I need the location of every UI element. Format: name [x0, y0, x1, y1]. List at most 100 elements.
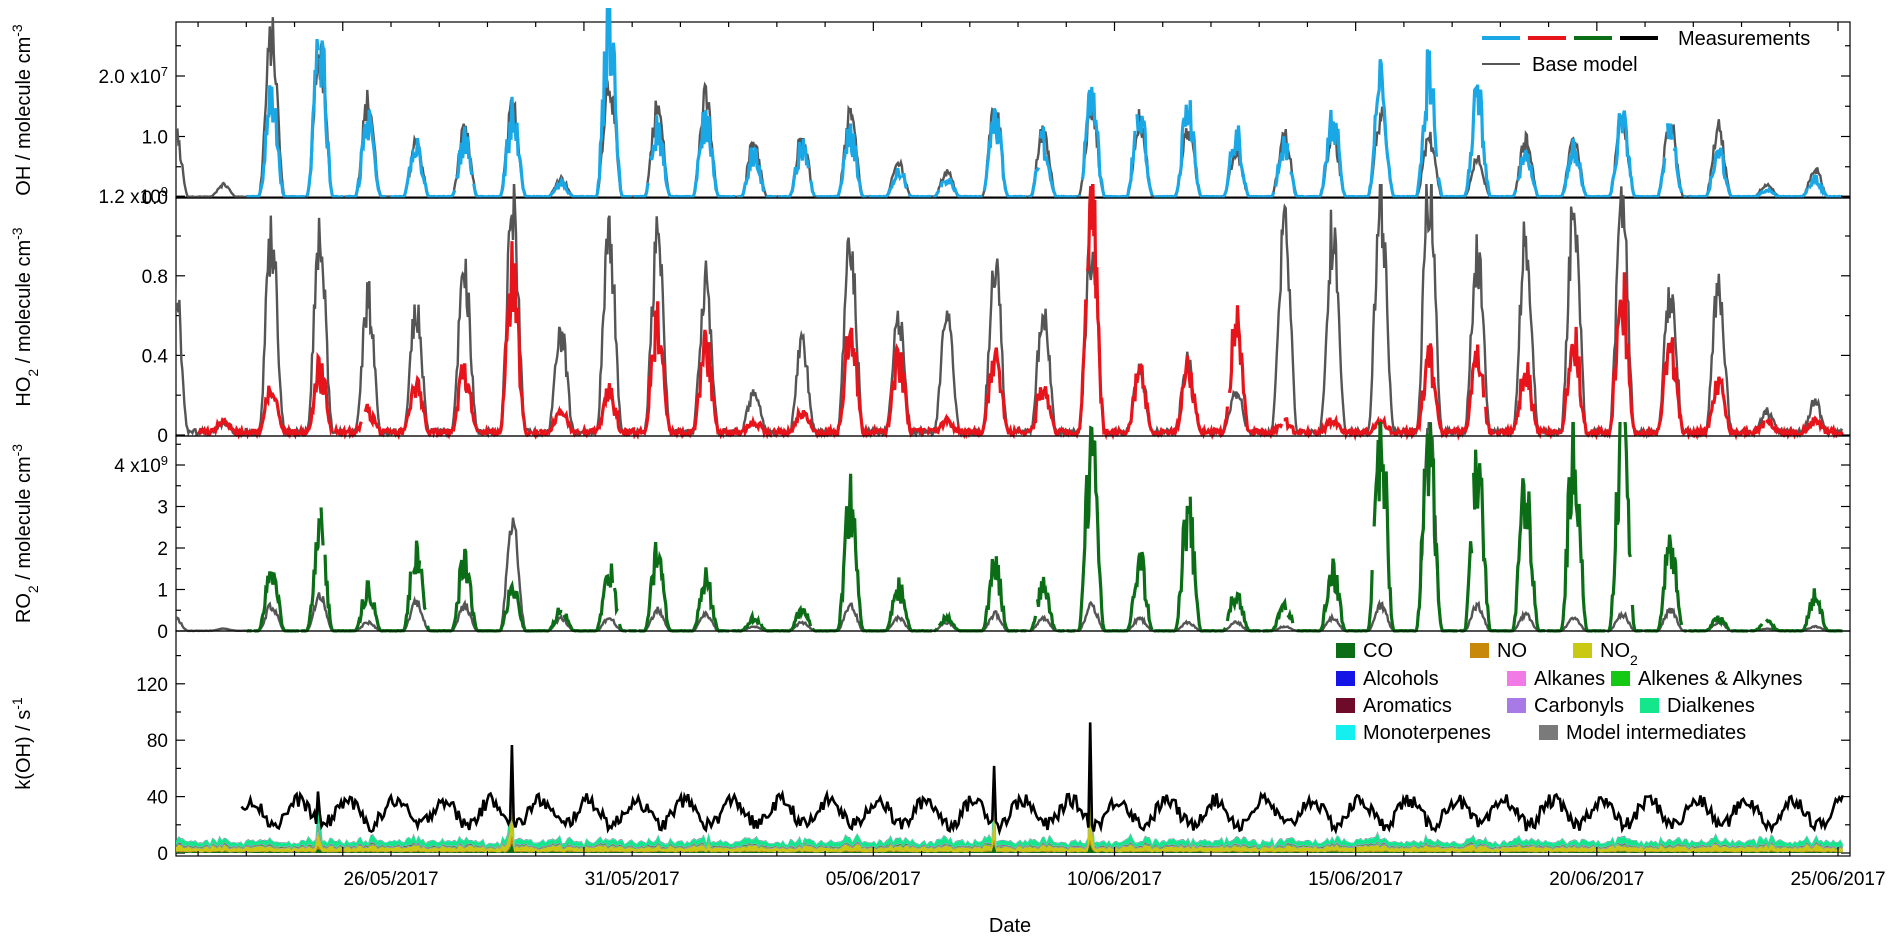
measured-line-ro2 — [1286, 608, 1295, 624]
measured-line-oh — [632, 182, 651, 199]
legend-label-koh: NO — [1497, 640, 1527, 662]
ytick-label-oh: 2.0 x107 — [98, 64, 168, 89]
area-2 — [176, 801, 1843, 853]
traces-koh — [176, 722, 1845, 853]
measured-line-oh — [939, 180, 945, 188]
panel-ho2: 0 0.4 0.8 1.2 x109 HO2 / molecule cm-3 — [9, 184, 1851, 447]
traces-oh — [176, 8, 1843, 200]
panels: 0.0 1.0 2.0 x107 OH / molecule cm-3 0 0.4 0.8 1… — [9, 8, 1851, 865]
measured-line-ro2 — [1029, 615, 1038, 632]
legend-swatch-koh — [1507, 698, 1526, 713]
measured-line-ro2 — [426, 548, 563, 633]
measured-line-ro2 — [1459, 541, 1474, 633]
measured-line-oh — [1080, 86, 1137, 200]
legend-label-koh: Alcohols — [1363, 668, 1439, 690]
ylabel-ho2: HO2 / molecule cm-3 — [9, 227, 41, 406]
panel-frame-koh — [175, 630, 1851, 857]
measured-line-ro2 — [411, 540, 422, 575]
measured-line-ho2 — [531, 427, 540, 440]
legend-swatch-koh — [1573, 643, 1592, 658]
legend-label-koh: Model intermediates — [1566, 722, 1746, 744]
model-line-ro2 — [176, 422, 1843, 633]
measured-line-ro2 — [1035, 576, 1057, 631]
legend-swatch-koh — [1507, 671, 1526, 686]
measured-line-ro2 — [1749, 623, 1764, 633]
xtick-label: 10/06/2017 — [1067, 869, 1162, 890]
measured-line-ro2 — [1546, 422, 1606, 633]
measured-line-oh — [982, 107, 1027, 199]
legend-label-koh: Alkanes — [1534, 668, 1605, 690]
measured-line-ho2 — [1296, 423, 1313, 439]
traces-ho2 — [176, 184, 1844, 442]
legend-top: Measurements Base model — [1482, 28, 1810, 76]
measured-line-ro2 — [759, 604, 813, 633]
measured-line-oh — [1665, 123, 1674, 140]
legend-swatch-koh — [1640, 698, 1659, 713]
ytick-label-ro2: 3 — [157, 498, 168, 519]
measured-line-ho2 — [1283, 417, 1298, 436]
measured-line-ho2 — [1765, 415, 1844, 440]
measured-line-oh — [1077, 193, 1082, 198]
x-ticks: 26/05/2017 31/05/2017 05/06/2017 10/06/2017… — [197, 22, 1886, 890]
ytick-label-ho2: 0 — [157, 426, 168, 447]
measured-line-oh — [649, 109, 736, 199]
measured-line-ro2 — [612, 587, 619, 617]
legend-swatch-koh — [1336, 643, 1355, 658]
measured-line-ho2 — [771, 327, 927, 439]
ylabel-oh: OH / molecule cm-3 — [9, 24, 35, 196]
measured-line-ho2 — [1751, 420, 1766, 437]
measured-line-ho2 — [483, 241, 532, 438]
measured-line-oh — [318, 40, 344, 199]
measured-line-oh — [344, 109, 387, 199]
traces-ro2 — [176, 422, 1843, 633]
x-axis: 26/05/2017 31/05/2017 05/06/2017 10/06/2017… — [197, 22, 1886, 937]
legend-label-koh: Monoterpenes — [1363, 722, 1491, 744]
xtick-label: 20/06/2017 — [1549, 869, 1644, 890]
ytick-label-koh: 80 — [147, 731, 168, 752]
measured-line-ho2 — [925, 299, 1088, 440]
legend-swatch-koh — [1470, 643, 1489, 658]
measured-line-ro2 — [253, 571, 300, 633]
measured-line-oh — [1153, 100, 1276, 199]
ytick-label-koh: 0 — [157, 844, 168, 865]
legend-swatch-koh — [1336, 725, 1355, 740]
xtick-label: 25/06/2017 — [1790, 869, 1885, 890]
panel-frame-oh — [175, 21, 1851, 199]
measured-line-oh — [943, 177, 983, 199]
legend-swatch-koh — [1539, 725, 1558, 740]
measured-line-oh — [455, 126, 474, 179]
panel-ro2: 0 1 2 3 4 x109 RO2 / molecule cm-3 — [9, 422, 1851, 643]
measured-line-oh — [808, 179, 816, 197]
xtick-label: 31/05/2017 — [585, 869, 680, 890]
measured-line-ho2 — [478, 429, 485, 437]
ytick-label-ro2: 2 — [157, 539, 168, 560]
legend-label-koh: Dialkenes — [1667, 695, 1755, 717]
measured-line-ro2 — [617, 623, 628, 633]
measured-line-ro2 — [1188, 496, 1227, 633]
ytick-label-ro2: 1 — [157, 581, 168, 602]
measured-line-ro2 — [319, 507, 325, 546]
measured-line-oh — [765, 194, 777, 199]
measured-line-oh — [901, 172, 909, 190]
ytick-label-ho2: 0.4 — [142, 346, 169, 367]
xtick-label: 26/05/2017 — [343, 869, 438, 890]
measured-line-koh — [240, 722, 1845, 837]
measured-line-ho2 — [581, 354, 655, 440]
measured-line-ro2 — [731, 609, 761, 633]
measured-line-oh — [1688, 147, 1809, 199]
measured-line-ho2 — [1086, 184, 1230, 441]
x-axis-label: Date — [989, 915, 1031, 937]
measured-line-oh — [1038, 126, 1077, 199]
legend-label-measurements: Measurements — [1678, 28, 1810, 50]
legend-label-koh: Alkenes & Alkynes — [1638, 668, 1803, 690]
measured-line-oh — [472, 8, 632, 199]
legend-label-koh: Carbonyls — [1534, 695, 1624, 717]
measured-line-ho2 — [333, 421, 363, 440]
measured-line-ro2 — [1424, 422, 1458, 633]
measured-line-oh — [1807, 174, 1843, 199]
measured-line-ho2 — [197, 351, 334, 440]
measured-line-ho2 — [1484, 406, 1496, 436]
measured-line-oh — [816, 123, 867, 199]
measured-line-oh — [1135, 114, 1154, 196]
measured-line-oh — [736, 145, 766, 199]
